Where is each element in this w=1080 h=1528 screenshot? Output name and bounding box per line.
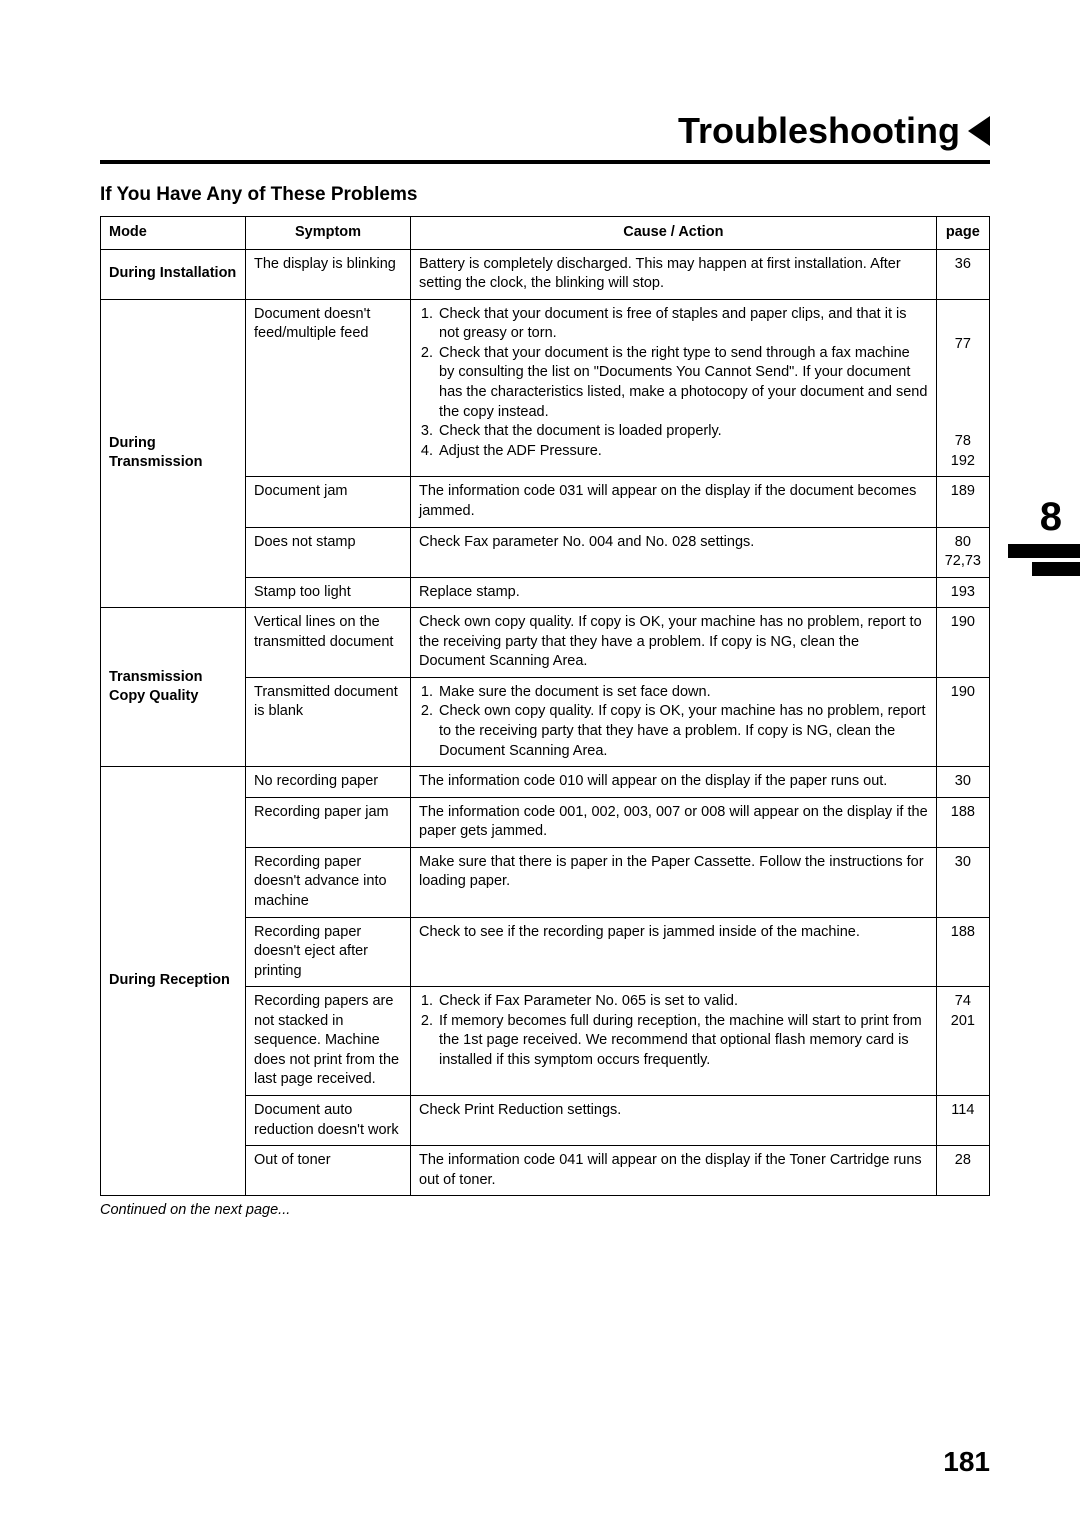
- cell-cause: The information code 041 will appear on …: [411, 1146, 937, 1196]
- cell-page: 80 72,73: [936, 527, 989, 577]
- cell-page: 188: [936, 797, 989, 847]
- header-mode: Mode: [101, 217, 246, 250]
- cause-item: Check that your document is the right ty…: [437, 344, 928, 422]
- cell-page: 114: [936, 1096, 989, 1146]
- table-row: During Reception No recording paper The …: [101, 767, 990, 798]
- cell-symptom: Document jam: [246, 477, 411, 527]
- chapter-number: 8: [1008, 495, 1080, 544]
- continued-text: Continued on the next page...: [100, 1202, 990, 1218]
- cell-symptom: Does not stamp: [246, 527, 411, 577]
- cell-mode: During Transmission: [101, 299, 246, 608]
- page-ref: 74: [945, 992, 981, 1012]
- troubleshooting-table: Mode Symptom Cause / Action page During …: [100, 216, 990, 1196]
- cell-page: 188: [936, 917, 989, 987]
- cell-page: 190: [936, 677, 989, 766]
- chapter-title-row: Troubleshooting: [100, 110, 990, 152]
- side-bar-icon: [1032, 562, 1080, 576]
- table-header-row: Mode Symptom Cause / Action page: [101, 217, 990, 250]
- cell-symptom: Document auto reduction doesn't work: [246, 1096, 411, 1146]
- cell-symptom: Vertical lines on the transmitted docume…: [246, 608, 411, 678]
- header-page: page: [936, 217, 989, 250]
- cell-symptom: Transmitted document is blank: [246, 677, 411, 766]
- cell-mode: During Reception: [101, 767, 246, 1196]
- page-ref: 192: [945, 452, 981, 472]
- cell-symptom: Document doesn't feed/multiple feed: [246, 299, 411, 477]
- cell-cause: Check own copy quality. If copy is OK, y…: [411, 608, 937, 678]
- cell-page: 193: [936, 577, 989, 608]
- cell-cause: Replace stamp.: [411, 577, 937, 608]
- table-row: During Installation The display is blink…: [101, 249, 990, 299]
- header-symptom: Symptom: [246, 217, 411, 250]
- cause-item: Check that the document is loaded proper…: [437, 422, 928, 442]
- cell-cause: The information code 001, 002, 003, 007 …: [411, 797, 937, 847]
- cell-page: 36: [936, 249, 989, 299]
- cell-symptom: Out of toner: [246, 1146, 411, 1196]
- table-row: Transmission Copy Quality Vertical lines…: [101, 608, 990, 678]
- cell-cause: Check Fax parameter No. 004 and No. 028 …: [411, 527, 937, 577]
- chapter-title: Troubleshooting: [678, 110, 960, 152]
- cell-page: 190: [936, 608, 989, 678]
- cell-page: 28: [936, 1146, 989, 1196]
- cause-item: Check that your document is free of stap…: [437, 305, 928, 344]
- triangle-left-icon: [968, 116, 990, 146]
- title-rule: [100, 160, 990, 164]
- cell-cause: Check to see if the recording paper is j…: [411, 917, 937, 987]
- cell-page: 30: [936, 847, 989, 917]
- cell-cause: Make sure that there is paper in the Pap…: [411, 847, 937, 917]
- cell-cause: The information code 010 will appear on …: [411, 767, 937, 798]
- cell-mode: Transmission Copy Quality: [101, 608, 246, 767]
- cell-symptom: Recording paper jam: [246, 797, 411, 847]
- cause-item: Make sure the document is set face down.: [437, 683, 928, 703]
- page-container: Troubleshooting If You Have Any of These…: [0, 0, 1080, 1278]
- page-ref: 77: [945, 335, 981, 355]
- cell-symptom: Recording paper doesn't advance into mac…: [246, 847, 411, 917]
- cause-item: If memory becomes full during reception,…: [437, 1012, 928, 1071]
- page-ref: 201: [945, 1012, 981, 1032]
- cell-cause: Make sure the document is set face down.…: [411, 677, 937, 766]
- cause-item: Check if Fax Parameter No. 065 is set to…: [437, 992, 928, 1012]
- cell-cause: Battery is completely discharged. This m…: [411, 249, 937, 299]
- cell-cause: Check that your document is free of stap…: [411, 299, 937, 477]
- cell-page: 30: [936, 767, 989, 798]
- cell-page: 189: [936, 477, 989, 527]
- side-tab: 8: [1008, 495, 1080, 576]
- cell-symptom: Stamp too light: [246, 577, 411, 608]
- cell-cause: The information code 031 will appear on …: [411, 477, 937, 527]
- cell-page: 77 78 192: [936, 299, 989, 477]
- cause-item: Adjust the ADF Pressure.: [437, 442, 928, 462]
- cause-item: Check own copy quality. If copy is OK, y…: [437, 702, 928, 761]
- cell-mode: During Installation: [101, 249, 246, 299]
- cell-symptom: Recording paper doesn't eject after prin…: [246, 917, 411, 987]
- cell-symptom: No recording paper: [246, 767, 411, 798]
- cell-symptom: The display is blinking: [246, 249, 411, 299]
- cell-symptom: Recording papers are not stacked in sequ…: [246, 987, 411, 1096]
- header-cause: Cause / Action: [411, 217, 937, 250]
- cell-cause: Check if Fax Parameter No. 065 is set to…: [411, 987, 937, 1096]
- cell-cause: Check Print Reduction settings.: [411, 1096, 937, 1146]
- cell-page: 74 201: [936, 987, 989, 1096]
- page-number: 181: [943, 1446, 990, 1478]
- side-bar-icon: [1008, 544, 1080, 558]
- page-ref: 78: [945, 432, 981, 452]
- table-row: During Transmission Document doesn't fee…: [101, 299, 990, 477]
- section-title: If You Have Any of These Problems: [100, 184, 990, 206]
